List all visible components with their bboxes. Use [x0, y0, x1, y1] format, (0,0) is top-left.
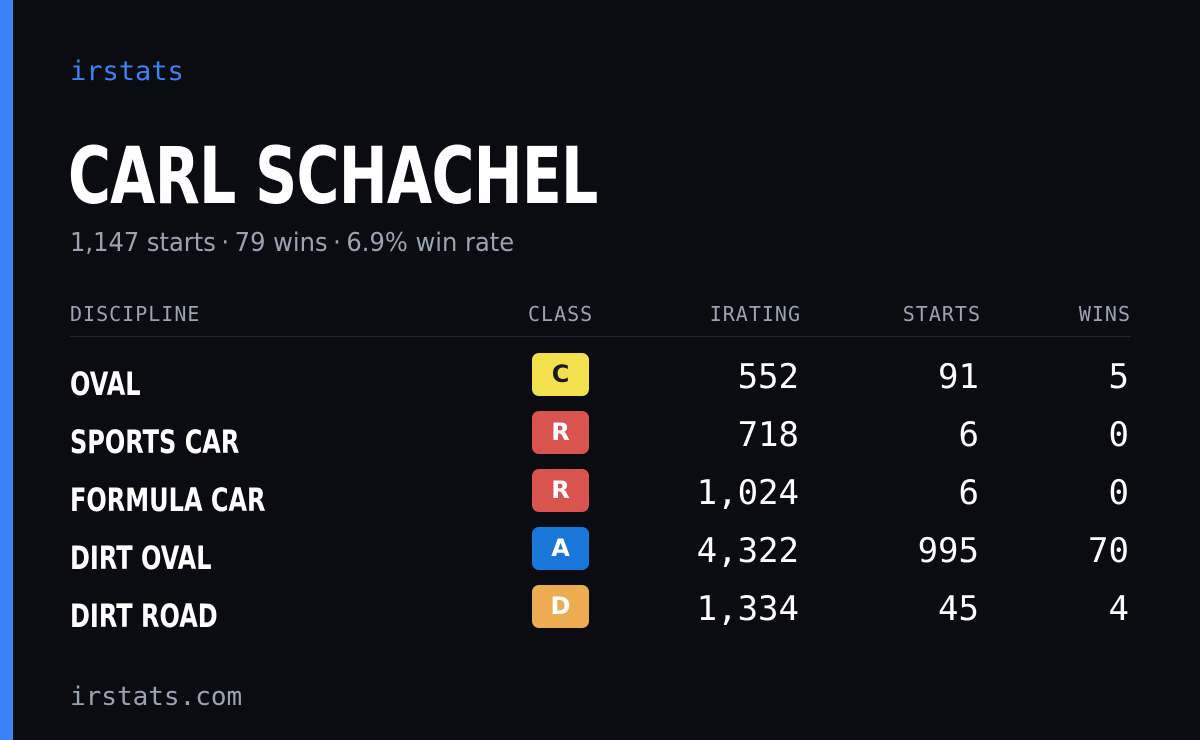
column-header-discipline: DISCIPLINE	[70, 302, 201, 326]
player-name: CARL SCHACHEL	[68, 132, 598, 222]
wins-value: 4	[1108, 589, 1129, 629]
license-class-badge: C	[532, 353, 589, 396]
column-header-irating: IRATING	[709, 302, 801, 326]
win-rate-summary: 6.9% win rate	[346, 228, 515, 258]
starts-value: 6	[958, 415, 979, 455]
discipline-name: SPORTS CAR	[70, 423, 240, 461]
discipline-table: DISCIPLINE CLASS IRATING STARTS WINS OVA…	[70, 298, 1131, 635]
wins-value: 0	[1108, 473, 1129, 513]
table-row: DIRT OVAL A 4,322 995 70	[70, 527, 1131, 585]
license-class-badge: R	[532, 469, 589, 512]
brand-logo-text: irstats	[70, 56, 184, 87]
wins-value: 70	[1088, 531, 1129, 571]
column-header-wins: WINS	[1078, 302, 1131, 326]
table-body: OVAL C 552 91 5 SPORTS CAR R 718 6 0 FOR…	[70, 353, 1131, 643]
irating-value: 718	[737, 415, 799, 455]
license-class-badge: A	[532, 527, 589, 570]
license-class-badge: R	[532, 411, 589, 454]
table-row: OVAL C 552 91 5	[70, 353, 1131, 411]
wins-value: 5	[1108, 357, 1129, 397]
irating-value: 1,024	[696, 473, 799, 513]
table-row: SPORTS CAR R 718 6 0	[70, 411, 1131, 469]
license-class-badge: D	[532, 585, 589, 628]
starts-value: 45	[938, 589, 979, 629]
summary-separator: ·	[221, 228, 230, 258]
discipline-name: DIRT OVAL	[70, 539, 212, 577]
player-summary: 1,147 starts · 79 wins · 6.9% win rate	[70, 228, 514, 258]
table-header: DISCIPLINE CLASS IRATING STARTS WINS	[70, 298, 1131, 337]
table-row: DIRT ROAD D 1,334 45 4	[70, 585, 1131, 643]
table-row: FORMULA CAR R 1,024 6 0	[70, 469, 1131, 527]
irating-value: 4,322	[696, 531, 799, 571]
wins-summary: 79 wins	[234, 228, 328, 258]
wins-value: 0	[1108, 415, 1129, 455]
discipline-name: DIRT ROAD	[70, 597, 218, 635]
discipline-name: OVAL	[70, 365, 141, 403]
accent-bar	[0, 0, 13, 740]
irating-value: 552	[737, 357, 799, 397]
summary-separator: ·	[333, 228, 341, 258]
footer-url: irstats.com	[70, 682, 243, 712]
irating-value: 1,334	[696, 589, 799, 629]
discipline-name: FORMULA CAR	[70, 481, 266, 519]
column-header-starts: STARTS	[902, 302, 981, 326]
starts-value: 91	[938, 357, 979, 397]
starts-value: 995	[917, 531, 979, 571]
starts-value: 6	[958, 473, 979, 513]
column-header-class: CLASS	[528, 302, 594, 326]
starts-summary: 1,147 starts	[70, 228, 216, 258]
